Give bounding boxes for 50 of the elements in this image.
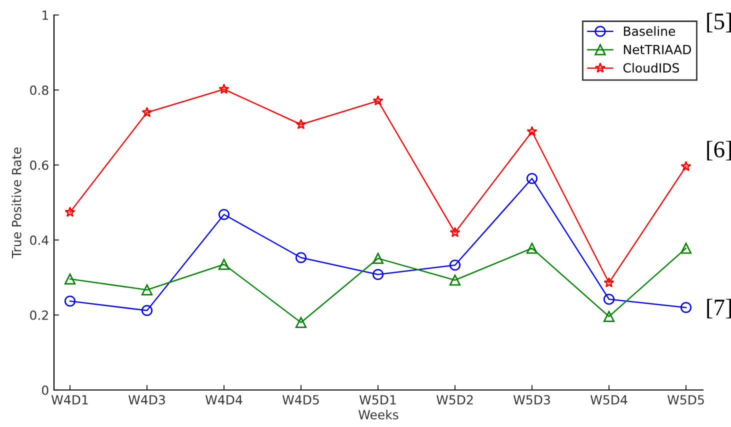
y-tick-label: 0.6 [30,160,48,170]
point [449,260,461,271]
text: [5] [707,12,731,32]
point [603,310,615,322]
legend-label: CloudIDS [623,62,679,73]
point [295,252,307,264]
point [680,302,692,314]
point [526,126,538,136]
point [141,304,153,316]
point [450,226,460,238]
point [526,172,538,184]
point [295,316,307,328]
point [64,273,76,285]
point [218,84,230,94]
y-tick-label: 0 [42,385,48,395]
point [64,206,76,217]
legend-label: Baseline [624,26,676,36]
point [296,118,306,130]
point [526,242,538,254]
x-tick-label: W5D2 [436,395,473,405]
x-tick-label: W4D3 [128,395,165,405]
x-tick-label: W4D4 [205,395,242,404]
x-tick-label: W4D5 [282,395,319,405]
y-axis-title: True Positive Rate [12,148,22,258]
x-tick-label: W5D3 [513,395,550,405]
point [680,242,692,254]
x-tick-label: W4D1 [51,395,88,404]
point [449,274,461,286]
point [604,277,614,288]
text: [7] [707,298,731,318]
y-tick-label: 1 [42,10,48,20]
point [680,160,692,172]
text: [6] [707,140,731,160]
y-tick-label: 0.2 [30,310,48,320]
point [372,95,384,106]
point [372,268,384,280]
point [218,258,230,270]
x-tick-label: W5D5 [667,395,704,405]
point [142,106,152,118]
y-tick-label: 0.8 [30,85,48,95]
point [372,252,384,264]
y-tick-label: 0.4 [30,235,48,245]
legend-label: NetTRIAAD [624,44,692,54]
point [218,208,230,220]
point [64,296,76,307]
x-axis-title: Weeks [358,410,398,420]
point [603,294,615,305]
x-tick-label: W5D1 [359,395,396,405]
x-tick-label: W5D4 [590,395,628,405]
point [141,284,153,296]
